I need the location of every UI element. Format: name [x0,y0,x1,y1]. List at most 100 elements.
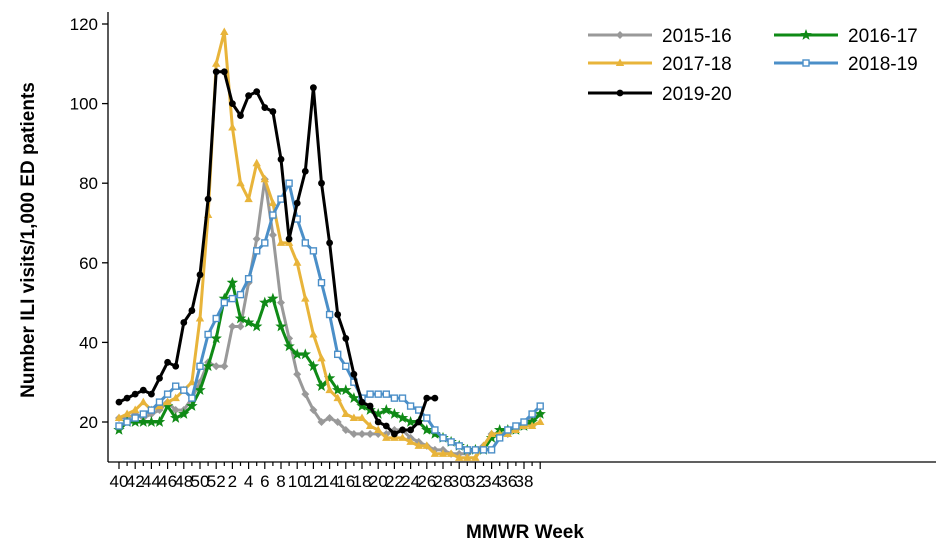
data-point-2017-18 [122,409,132,418]
data-point-2017-18 [382,433,391,441]
data-point-2019-20 [342,335,350,342]
data-point-2016-17 [259,296,271,308]
x-tick-label: 4 [244,472,253,491]
data-point-2018-19 [212,314,220,323]
data-point-2016-17 [283,340,295,352]
x-tick-label: 20 [369,472,388,491]
data-point-2018-19 [479,446,488,454]
data-point-2019-20 [123,394,131,402]
data-point-2018-19 [325,310,334,319]
data-point-2018-19 [139,410,148,418]
x-tick-label: 10 [288,472,307,491]
data-point-2019-20 [382,422,390,430]
x-tick-label: 6 [260,472,269,491]
data-point-2017-18 [220,27,229,35]
data-point-2016-17 [485,431,498,443]
data-point-2018-19 [309,247,318,255]
data-point-2019-20 [261,104,269,111]
data-point-2017-18 [374,425,383,433]
data-point-2016-17 [169,412,182,423]
data-point-2016-17 [161,400,174,411]
data-point-2019-20 [139,386,147,394]
data-point-2018-19 [406,402,415,410]
data-point-2016-17 [242,316,255,328]
data-point-2018-19 [398,394,407,402]
data-point-2017-18 [260,174,269,183]
data-point-2015-16 [333,418,342,426]
x-tick-label: 18 [353,472,372,491]
data-point-2016-17 [137,416,150,427]
data-point-2018-19 [188,394,196,402]
data-point-2019-20 [423,394,431,402]
data-point-2015-16 [309,406,318,415]
data-point-2019-20 [148,390,155,398]
legend-item-2019-20: 2019-20 [588,84,732,105]
data-point-2017-18 [252,158,261,167]
data-point-2018-19 [163,390,172,398]
data-point-2019-20 [156,374,163,382]
data-point-2016-17 [356,400,368,411]
data-point-2017-18 [244,194,253,203]
data-point-2019-20 [366,402,374,410]
data-point-2017-18 [527,421,537,429]
data-point-2016-17 [421,423,433,435]
data-point-2019-20 [212,68,220,76]
data-point-2015-16 [366,429,375,438]
data-point-2018-19 [520,418,528,426]
data-point-2015-16 [212,362,221,371]
data-point-2017-18 [430,449,440,457]
data-point-2016-17 [234,312,247,324]
y-tick-label: 100 [70,95,98,114]
data-point-2018-19 [115,422,123,430]
data-point-2016-17 [493,423,506,435]
series-2018-19 [115,179,544,454]
data-point-2015-16 [171,406,180,415]
data-point-2019-20 [399,426,406,434]
data-point-2019-20 [301,167,309,175]
x-tick-label: 30 [450,472,469,491]
data-point-2015-16 [236,322,245,331]
data-point-2016-17 [372,408,384,419]
series-2019-20 [115,68,439,438]
data-point-2016-17 [307,360,320,372]
data-point-2017-18 [414,441,423,449]
x-tick-label: 16 [336,472,355,491]
data-point-2015-16 [325,414,334,423]
x-tick-label: 50 [191,472,210,491]
data-point-2017-18 [301,294,310,302]
x-tick-label: 8 [276,472,285,491]
data-point-2018-19 [204,330,212,339]
data-point-2018-19 [301,239,309,247]
data-point-2016-17 [145,416,158,427]
data-point-2016-17 [299,348,312,360]
data-point-2017-18 [187,377,197,386]
data-point-2018-19 [155,398,164,406]
x-tick-label: 14 [320,472,339,491]
data-point-2017-18 [317,353,326,362]
y-tick-label: 40 [79,333,98,352]
legend-item-2017-18: 2017-18 [588,54,732,75]
data-point-2016-17 [202,360,214,372]
data-point-2017-18 [446,449,456,457]
data-point-2015-16 [268,230,277,239]
data-point-2017-18 [325,385,334,394]
data-point-2019-20 [172,362,180,370]
data-point-2018-19 [496,434,504,442]
legend-swatch-marker [802,59,810,67]
data-point-2019-20 [350,370,358,378]
data-point-2018-19 [269,211,277,219]
data-point-2017-18 [349,413,359,422]
series-2017-18 [114,27,545,461]
data-point-2019-20 [188,307,196,314]
data-point-2017-18 [212,59,221,67]
data-point-2018-19 [431,426,439,434]
data-point-2016-17 [380,404,393,415]
data-point-2018-19 [374,390,382,398]
data-point-2018-19 [512,422,520,430]
data-point-2016-17 [194,384,206,396]
legend-label: 2015-16 [662,26,732,47]
data-point-2017-18 [309,329,318,338]
data-point-2018-19 [447,438,455,446]
data-point-2019-20 [237,112,244,119]
data-point-2018-19 [277,195,285,203]
